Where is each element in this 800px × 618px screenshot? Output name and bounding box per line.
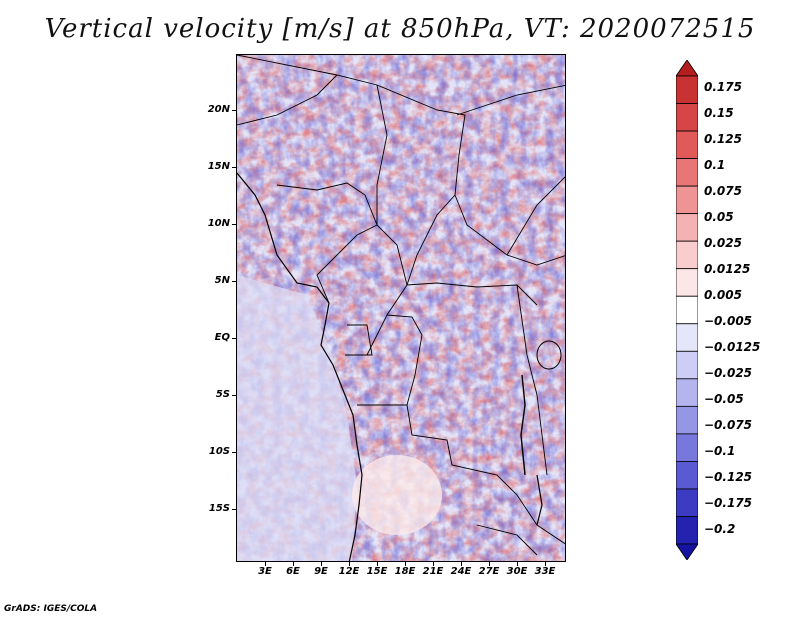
colorbar-label: −0.025 <box>704 366 753 380</box>
lat-tick <box>232 281 236 282</box>
colorbar-label: 0.175 <box>704 80 742 94</box>
lake-malawi <box>536 474 543 526</box>
colorbar-segment <box>676 433 698 462</box>
lat-label: 20N <box>207 104 230 115</box>
lon-tick <box>517 562 518 566</box>
lon-label: 24E <box>450 566 472 577</box>
colorbar-label: −0.125 <box>704 470 753 484</box>
colorbar-label: −0.005 <box>704 314 753 328</box>
colorbar-label: −0.05 <box>704 392 744 406</box>
lon-tick <box>293 562 294 566</box>
lat-tick <box>232 338 236 339</box>
colorbar-segment <box>676 103 698 132</box>
colorbar-label: 0.0125 <box>704 262 751 276</box>
colorbar-segment <box>676 295 698 325</box>
lat-tick <box>232 110 236 111</box>
colorbar-segment <box>676 378 698 407</box>
lat-tick <box>232 167 236 168</box>
lon-tick <box>377 562 378 566</box>
lon-label: 12E <box>338 566 360 577</box>
lon-label: 27E <box>478 566 500 577</box>
colorbar-label: 0.075 <box>704 184 742 198</box>
colorbar-segment <box>676 185 698 215</box>
colorbar-label: 0.15 <box>704 106 734 120</box>
colorbar-label: 0.025 <box>704 236 742 250</box>
lon-label: 15E <box>366 566 388 577</box>
map-plot-area <box>236 54 566 562</box>
coastline <box>237 172 363 561</box>
colorbar-label: −0.2 <box>704 522 736 536</box>
lon-label: 18E <box>394 566 416 577</box>
colorbar-segment <box>676 268 698 297</box>
colorbar-label: 0.05 <box>704 210 734 224</box>
velocity-field-map <box>237 55 565 561</box>
lake-victoria <box>536 340 562 370</box>
ocean-region <box>237 275 357 561</box>
lat-tick <box>232 452 236 453</box>
colorbar-label: −0.075 <box>704 418 753 432</box>
lon-tick <box>545 562 546 566</box>
colorbar-segment <box>676 350 698 380</box>
lat-tick <box>232 509 236 510</box>
footer-credit: GrADS: IGES/COLA <box>4 604 98 614</box>
lon-label: 3E <box>258 566 272 577</box>
colorbar-label: −0.1 <box>704 444 736 458</box>
lon-tick <box>461 562 462 566</box>
lon-label: 9E <box>314 566 328 577</box>
lon-tick <box>265 562 266 566</box>
colorbar-label: 0.125 <box>704 132 742 146</box>
colorbar-label: 0.005 <box>704 288 742 302</box>
lat-label: 10S <box>208 446 230 457</box>
lon-label: 6E <box>286 566 300 577</box>
lat-label: EQ <box>214 332 230 343</box>
lon-tick <box>405 562 406 566</box>
colorbar-segment <box>676 516 698 545</box>
colorbar-segment <box>676 158 698 187</box>
colorbar-label: 0.1 <box>704 158 726 172</box>
colorbar-segment <box>676 488 698 517</box>
colorbar-segment <box>676 461 698 490</box>
colorbar-segment <box>676 213 698 242</box>
lake-tanganyika <box>520 374 526 476</box>
lat-label: 5N <box>214 275 230 286</box>
lon-tick <box>433 562 434 566</box>
colorbar <box>676 60 698 560</box>
lat-label: 15N <box>207 161 230 172</box>
lat-tick <box>232 224 236 225</box>
lon-label: 21E <box>422 566 444 577</box>
lon-tick <box>321 562 322 566</box>
lat-label: 15S <box>208 503 230 514</box>
country-borders <box>237 55 565 556</box>
lat-label: 10N <box>207 218 230 229</box>
colorbar-segment <box>676 405 698 435</box>
lon-tick <box>349 562 350 566</box>
colorbar-segment <box>676 75 698 104</box>
colorbar-segment <box>676 240 698 270</box>
lat-tick <box>232 395 236 396</box>
colorbar-label: −0.0125 <box>704 340 761 354</box>
pale-subsidence-area <box>352 455 442 535</box>
colorbar-segment <box>676 130 698 159</box>
lat-label: 5S <box>215 389 230 400</box>
lon-label: 30E <box>506 566 528 577</box>
colorbar-top-arrow <box>676 60 698 77</box>
lon-label: 33E <box>534 566 556 577</box>
lon-tick <box>489 562 490 566</box>
chart-title: Vertical velocity [m/s] at 850hPa, VT: 2… <box>44 14 756 44</box>
colorbar-bottom-arrow <box>676 543 698 560</box>
colorbar-label: −0.175 <box>704 496 753 510</box>
colorbar-segment <box>676 323 698 352</box>
